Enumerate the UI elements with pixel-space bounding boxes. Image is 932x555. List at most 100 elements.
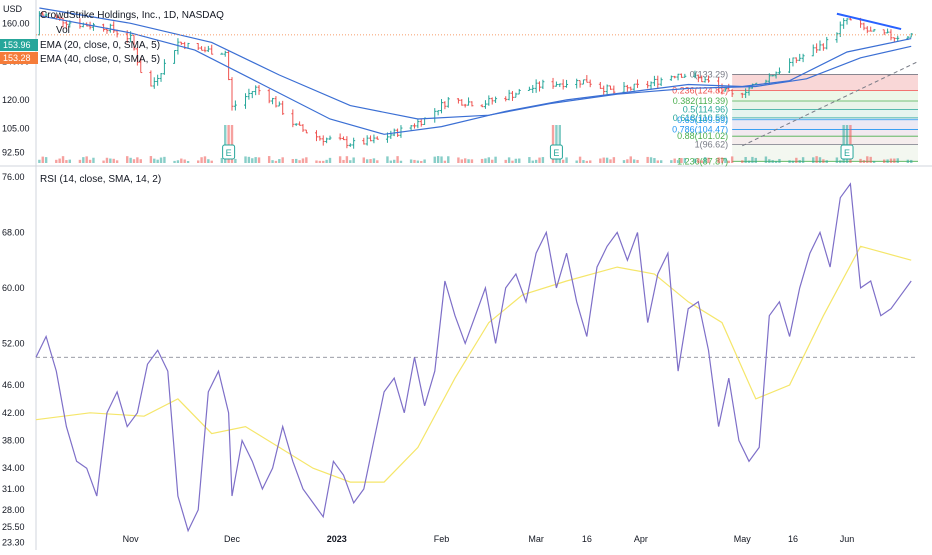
volume-bar <box>862 160 866 163</box>
volume-bar <box>325 159 328 163</box>
volume-bar <box>859 158 862 163</box>
volume-bar <box>126 156 129 163</box>
rsi-tick-label: 28.00 <box>2 505 25 515</box>
volume-bar <box>727 160 730 163</box>
volume-bar <box>389 160 393 163</box>
volume-bar <box>396 156 399 163</box>
rsi-tick-label: 34.00 <box>2 463 25 473</box>
chart-title: CrowdStrike Holdings, Inc., 1D, NASDAQ <box>40 10 224 21</box>
last-price-value: 153.96 <box>3 40 31 50</box>
ema-20-label: EMA (20, close, 0, SMA, 5) <box>40 40 160 51</box>
volume-bar <box>680 158 683 163</box>
price-tick-label: 160.00 <box>2 18 30 28</box>
rsi-tick-label: 25.50 <box>2 522 25 532</box>
ema-value: 153.28 <box>3 53 31 63</box>
volume-bar <box>207 159 210 163</box>
volume-bar <box>842 125 845 163</box>
volume-bar <box>822 159 825 163</box>
volume-bar <box>636 159 639 163</box>
volume-bar <box>551 125 555 163</box>
volume-bar <box>795 157 798 163</box>
volume-bar <box>436 156 440 163</box>
volume-bar <box>139 159 142 163</box>
volume-bar <box>251 158 254 163</box>
last-price-badge <box>0 39 38 51</box>
rsi-tick-label: 38.00 <box>2 435 25 445</box>
volume-bar <box>771 160 774 163</box>
fib-level-label: 0.382(119.39) <box>673 96 728 106</box>
volume-bar <box>582 160 585 163</box>
volume-bar <box>744 156 747 163</box>
price-tick-label: 92.50 <box>2 147 25 157</box>
time-tick-label: 2023 <box>327 534 347 544</box>
volume-bar <box>176 160 180 163</box>
volume-bar <box>883 159 886 163</box>
earnings-marker <box>840 144 854 160</box>
volume-bar <box>585 160 589 163</box>
volume-bar <box>65 160 68 163</box>
volume-bar <box>801 157 805 163</box>
volume-bar <box>730 156 734 163</box>
volume-bar <box>886 159 889 163</box>
volume-bar <box>504 159 507 163</box>
candlesticks[interactable] <box>37 11 913 149</box>
price-tick-label: 105.00 <box>2 124 30 134</box>
volume-bar <box>906 159 910 163</box>
volume-bar <box>186 160 190 163</box>
volume-bar <box>558 125 561 163</box>
fib-level-label: 0.786(104.47) <box>672 125 728 135</box>
volume-bar <box>791 160 795 163</box>
volume-bar <box>693 158 697 163</box>
volume-bar <box>910 159 913 163</box>
volume-bar <box>589 160 592 163</box>
axes-layer: 92.50105.00120.00140.00160.0023.3025.502… <box>2 18 854 547</box>
ema-value-badge <box>0 52 38 64</box>
volume-bar <box>342 159 345 163</box>
volume-bar <box>447 156 450 163</box>
volume-bar <box>656 160 659 163</box>
volume-bar <box>578 156 582 163</box>
fib-retracement[interactable]: 0(133.29) 0.236(124.82)0.382(119.39)0.5(1… <box>672 69 918 166</box>
volume-bar <box>700 160 703 163</box>
volume-bar <box>518 158 521 163</box>
volume-bar <box>754 157 757 163</box>
volume-bar <box>109 158 112 163</box>
volume-bar <box>328 157 332 163</box>
volume-bar <box>835 157 839 163</box>
volume-bar <box>305 157 308 163</box>
volume-bar <box>105 157 109 163</box>
volume-bar <box>764 156 768 163</box>
volume-bar <box>629 156 632 163</box>
ema-lines <box>39 7 912 135</box>
volume-bar <box>440 156 443 163</box>
volume-bar <box>338 156 342 163</box>
rsi-tick-label: 52.00 <box>2 338 25 348</box>
drawings[interactable] <box>36 12 919 147</box>
volume-bar <box>376 160 379 163</box>
volume-bar <box>301 158 305 163</box>
rsi-line <box>35 182 912 533</box>
fib-zone <box>732 129 918 137</box>
volume-bar <box>68 159 71 163</box>
volume-bar <box>409 159 413 163</box>
volume-bar <box>839 160 842 163</box>
volume-bar <box>41 156 44 163</box>
volume-bar <box>869 156 872 163</box>
rsi-ma-line <box>35 245 912 483</box>
volume-bar <box>443 160 447 163</box>
volume-bar <box>295 158 298 163</box>
volume-bar <box>85 156 88 163</box>
volume-bar <box>612 157 616 163</box>
volume-bar <box>845 125 849 163</box>
price-tick-label: 120.00 <box>2 95 30 105</box>
volume-bar <box>697 158 700 163</box>
volume-bar <box>281 157 284 163</box>
volume-bar <box>609 159 612 163</box>
volume-bar <box>318 160 322 163</box>
volume-bar <box>480 158 484 163</box>
volume-bar <box>413 159 416 163</box>
volume-bar <box>889 158 893 163</box>
